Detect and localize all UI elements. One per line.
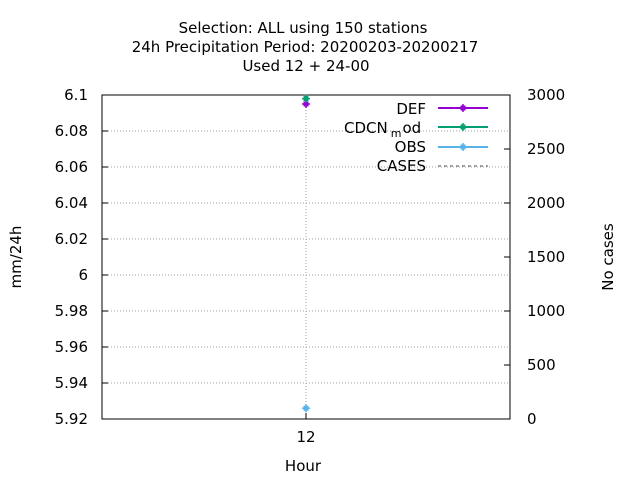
y-tick-label: 6.1 bbox=[64, 86, 88, 104]
point-obs bbox=[302, 404, 310, 413]
x-axis-ticks: 12 bbox=[296, 413, 316, 446]
legend-marker-def bbox=[460, 104, 466, 112]
legend-marker-obs bbox=[460, 143, 466, 151]
y2-tick-label: 1000 bbox=[527, 302, 565, 320]
chart-title-line-2: 24h Precipitation Period: 20200203-20200… bbox=[132, 38, 479, 56]
chart-title-line-1: Selection: ALL using 150 stations bbox=[179, 19, 428, 37]
chart-title-line-3: Used 12 + 24-00 bbox=[242, 57, 369, 75]
legend-label-cdcn-mod: CDCN mod bbox=[344, 119, 421, 140]
y2-tick-label: 2500 bbox=[527, 140, 565, 158]
legend-cdcn-sub: m bbox=[391, 127, 402, 140]
y-axis-ticks: 5.92 5.94 5.96 5.98 6 6.02 6.04 6.06 6.08 6.1 bbox=[55, 86, 108, 428]
legend: DEF CDCN mod OBS CASES bbox=[344, 100, 488, 175]
y-tick-label: 6 bbox=[78, 266, 88, 284]
y2-tick-label: 2000 bbox=[527, 194, 565, 212]
legend-label-cases: CASES bbox=[377, 157, 426, 175]
legend-cdcn-rest: od bbox=[402, 119, 421, 137]
data-points bbox=[302, 94, 310, 413]
legend-label-def: DEF bbox=[396, 100, 426, 118]
y2-tick-label: 1500 bbox=[527, 248, 565, 266]
y2-tick-label: 0 bbox=[527, 410, 537, 428]
y2-axis-ticks: 0 500 1000 1500 2000 2500 3000 bbox=[504, 86, 565, 428]
legend-marker-cdcn-mod bbox=[460, 123, 466, 131]
y2-axis-label: No cases bbox=[599, 223, 617, 291]
y-tick-label: 5.98 bbox=[55, 302, 88, 320]
y-tick-label: 5.92 bbox=[55, 410, 88, 428]
x-tick-label: 12 bbox=[296, 428, 315, 446]
legend-label-obs: OBS bbox=[395, 138, 426, 156]
y-tick-label: 5.94 bbox=[55, 374, 88, 392]
grid-lines bbox=[102, 95, 510, 419]
y-tick-label: 6.08 bbox=[55, 122, 88, 140]
y2-tick-label: 3000 bbox=[527, 86, 565, 104]
y-tick-label: 6.04 bbox=[55, 194, 88, 212]
y-tick-label: 6.02 bbox=[55, 230, 88, 248]
point-cdcn-mod bbox=[302, 94, 310, 103]
y-tick-label: 6.06 bbox=[55, 158, 88, 176]
x-axis-label: Hour bbox=[285, 457, 322, 475]
legend-cdcn-main: CDCN bbox=[344, 119, 388, 137]
y-axis-label: mm/24h bbox=[7, 226, 25, 289]
y-tick-label: 5.96 bbox=[55, 338, 88, 356]
y2-tick-label: 500 bbox=[527, 356, 556, 374]
